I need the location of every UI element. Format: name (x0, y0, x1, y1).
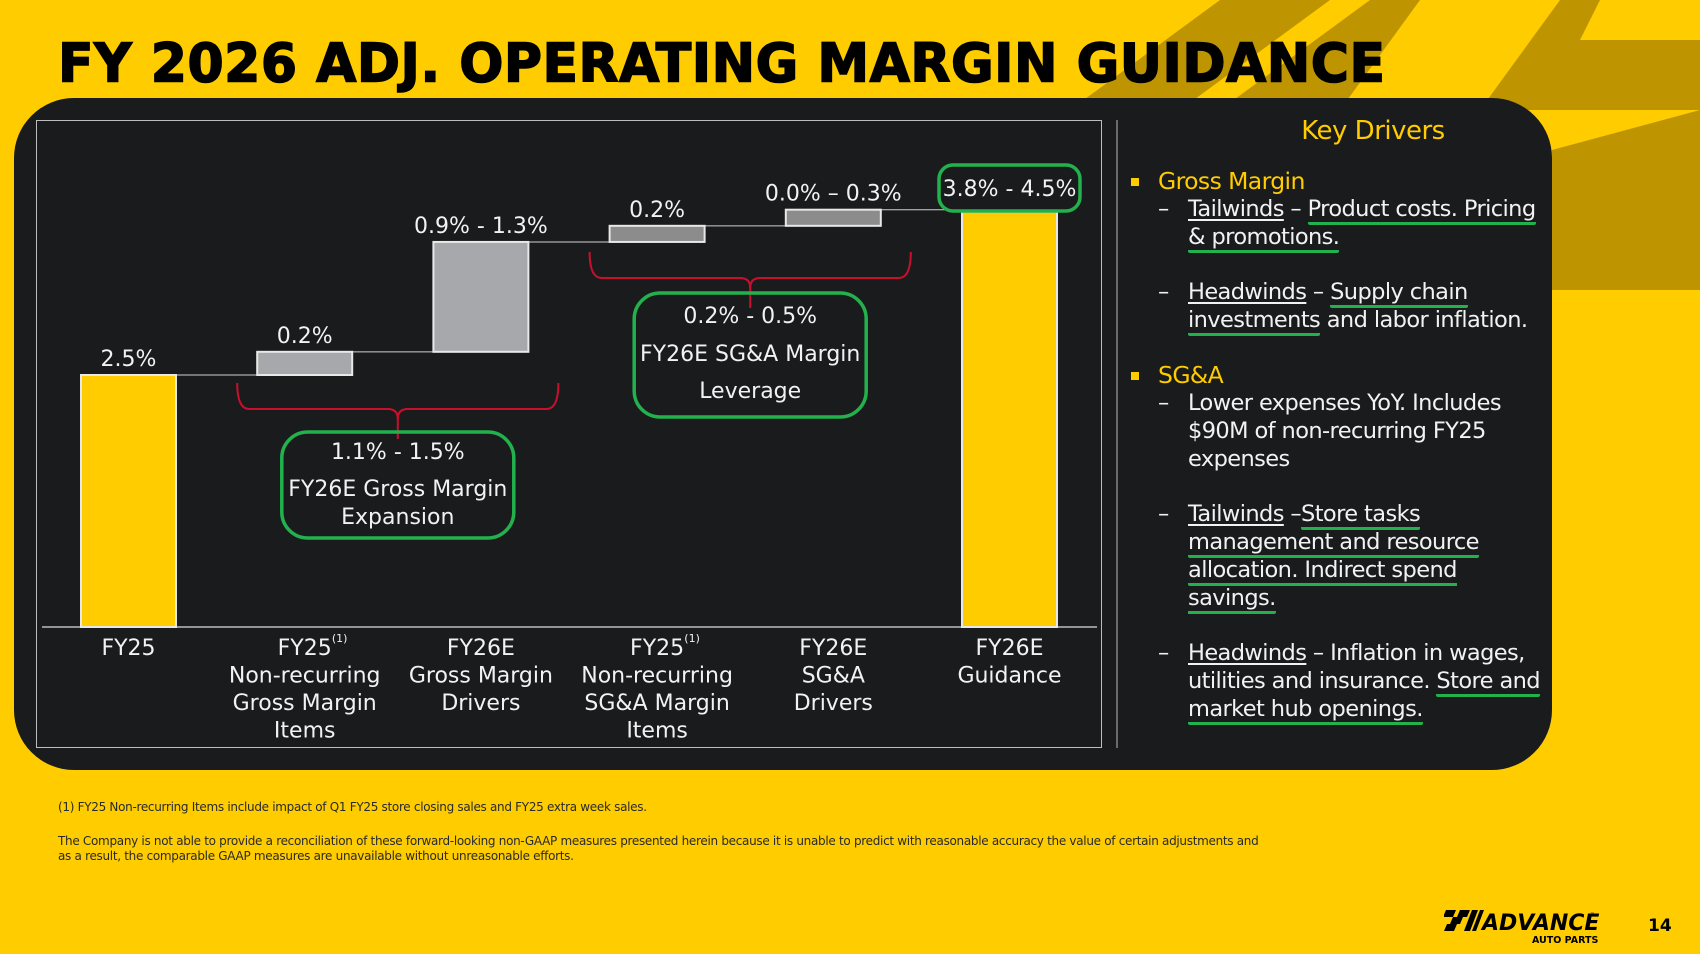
footnote-marker: (1) (332, 632, 348, 645)
bar-5 (961, 210, 1058, 628)
tailwinds-label: Tailwinds (1188, 196, 1284, 222)
separator: – (1283, 501, 1302, 527)
key-drivers-panel: Key Drivers Gross Margin – Tailwinds – P… (1128, 112, 1548, 725)
category-label: Items (626, 719, 688, 744)
list-item: – Headwinds – Supply chain investments a… (1128, 278, 1548, 336)
category-label: FY26E (447, 636, 515, 661)
list-item: – Tailwinds –Store tasks management and … (1128, 500, 1548, 614)
headwinds-label: Headwinds (1188, 279, 1307, 305)
key-drivers-heading: Key Drivers (1301, 116, 1445, 146)
callout-text: Leverage (699, 379, 801, 404)
content-panel (14, 98, 1552, 770)
bar-2 (432, 240, 530, 353)
advance-auto-parts-logo: ADVANCE ™ AUTO PARTS (1444, 910, 1599, 946)
brace (588, 251, 912, 289)
bar-1 (256, 350, 354, 377)
checkered-flag-icon (1444, 910, 1484, 931)
item-text: utilities and insurance. (1188, 668, 1437, 694)
chart-frame (36, 120, 1102, 748)
separator: – (1306, 640, 1331, 666)
highlighted-text: Store tasks (1301, 501, 1421, 530)
category-label: SG&A Margin (584, 691, 729, 716)
callout-text: FY26E Gross Margin (288, 477, 507, 502)
highlighted-text: market hub openings. (1188, 696, 1423, 725)
bullet-square-icon (1131, 178, 1139, 186)
headwinds-label: Headwinds (1188, 640, 1307, 666)
value-label: 0.0% – 0.3% (765, 182, 902, 207)
brace (236, 382, 560, 420)
bar-0 (80, 374, 177, 628)
dash-icon: – (1158, 640, 1169, 666)
footnote-marker: (1) (684, 632, 700, 645)
category-label: Non-recurring (229, 664, 381, 689)
value-label: 2.5% (101, 347, 157, 372)
dash-icon: – (1158, 501, 1169, 527)
section-sga: SG&A (1128, 361, 1548, 389)
list-item: – Tailwinds – Product costs. Pricing & p… (1128, 195, 1548, 253)
section-title: Gross Margin (1158, 167, 1305, 195)
dash-icon: – (1158, 196, 1169, 222)
disclaimer-line-2: as a result, the comparable GAAP measure… (58, 849, 574, 863)
highlighted-text: investments (1188, 307, 1321, 336)
bar-4 (784, 208, 882, 227)
page-title: FY 2026 ADJ. OPERATING MARGIN GUIDANCE (57, 33, 1386, 96)
category-label: FY25 (630, 636, 684, 661)
highlighted-text: management and resource (1188, 529, 1479, 558)
value-label: 0.2% (629, 198, 685, 223)
highlight-box (937, 163, 1082, 213)
divider (1116, 120, 1118, 748)
category-label: Gross Margin (409, 664, 553, 689)
category-label: Non-recurring (581, 664, 733, 689)
callout-text: Expansion (341, 505, 454, 530)
category-label: Guidance (957, 664, 1061, 689)
value-label: 0.9% - 1.3% (414, 214, 548, 239)
logo-sub: AUTO PARTS (1532, 935, 1598, 946)
highlighted-text: allocation. Indirect spend savings. (1188, 557, 1457, 614)
list-item: – Headwinds – Inflation in wages, utilit… (1128, 639, 1548, 725)
category-label: FY26E (976, 636, 1044, 661)
page-number: 14 (1648, 916, 1672, 936)
separator: – (1306, 279, 1331, 305)
section-gross-margin: Gross Margin (1128, 167, 1548, 195)
category-label: Items (274, 719, 336, 744)
category-label: FY25 (278, 636, 332, 661)
category-label: FY25 (101, 636, 155, 661)
category-label: SG&A (802, 664, 865, 689)
value-label: 3.8% - 4.5% (943, 177, 1077, 202)
dash-icon: – (1158, 390, 1169, 416)
category-label: Drivers (794, 691, 873, 716)
bar-3 (608, 224, 706, 243)
callout-box (632, 291, 868, 419)
category-label: FY26E (799, 636, 867, 661)
callout-text: FY26E SG&A Margin (640, 342, 860, 367)
logo-tm: ™ (1590, 912, 1595, 918)
disclaimer-line-1: The Company is not able to provide a rec… (58, 834, 1259, 848)
highlighted-text: & promotions. (1188, 224, 1340, 253)
bullet-square-icon (1131, 372, 1139, 380)
footnote-1: (1) FY25 Non-recurring Items include imp… (58, 800, 647, 814)
category-label: Gross Margin (233, 691, 377, 716)
category-label: Drivers (441, 691, 520, 716)
list-item: – Lower expenses YoY. Includes $90M of n… (1128, 389, 1518, 473)
logo-brand: ADVANCE (1480, 911, 1599, 936)
highlighted-text: Supply chain (1330, 279, 1468, 308)
value-label: 0.2% (277, 324, 333, 349)
highlighted-text: Product costs. Pricing (1307, 196, 1536, 225)
callout-value: 1.1% - 1.5% (331, 440, 465, 465)
item-text: Lower expenses YoY. Includes $90M of non… (1188, 390, 1502, 472)
item-text: and labor inflation. (1320, 307, 1528, 333)
tailwinds-label: Tailwinds (1188, 501, 1284, 527)
item-text: Inflation in wages, (1330, 640, 1525, 666)
callout-value: 0.2% - 0.5% (683, 304, 817, 329)
section-title: SG&A (1158, 361, 1224, 389)
separator: – (1283, 196, 1308, 222)
callout-box (280, 430, 516, 540)
highlighted-text: Store and (1436, 668, 1541, 697)
dash-icon: – (1158, 279, 1169, 305)
